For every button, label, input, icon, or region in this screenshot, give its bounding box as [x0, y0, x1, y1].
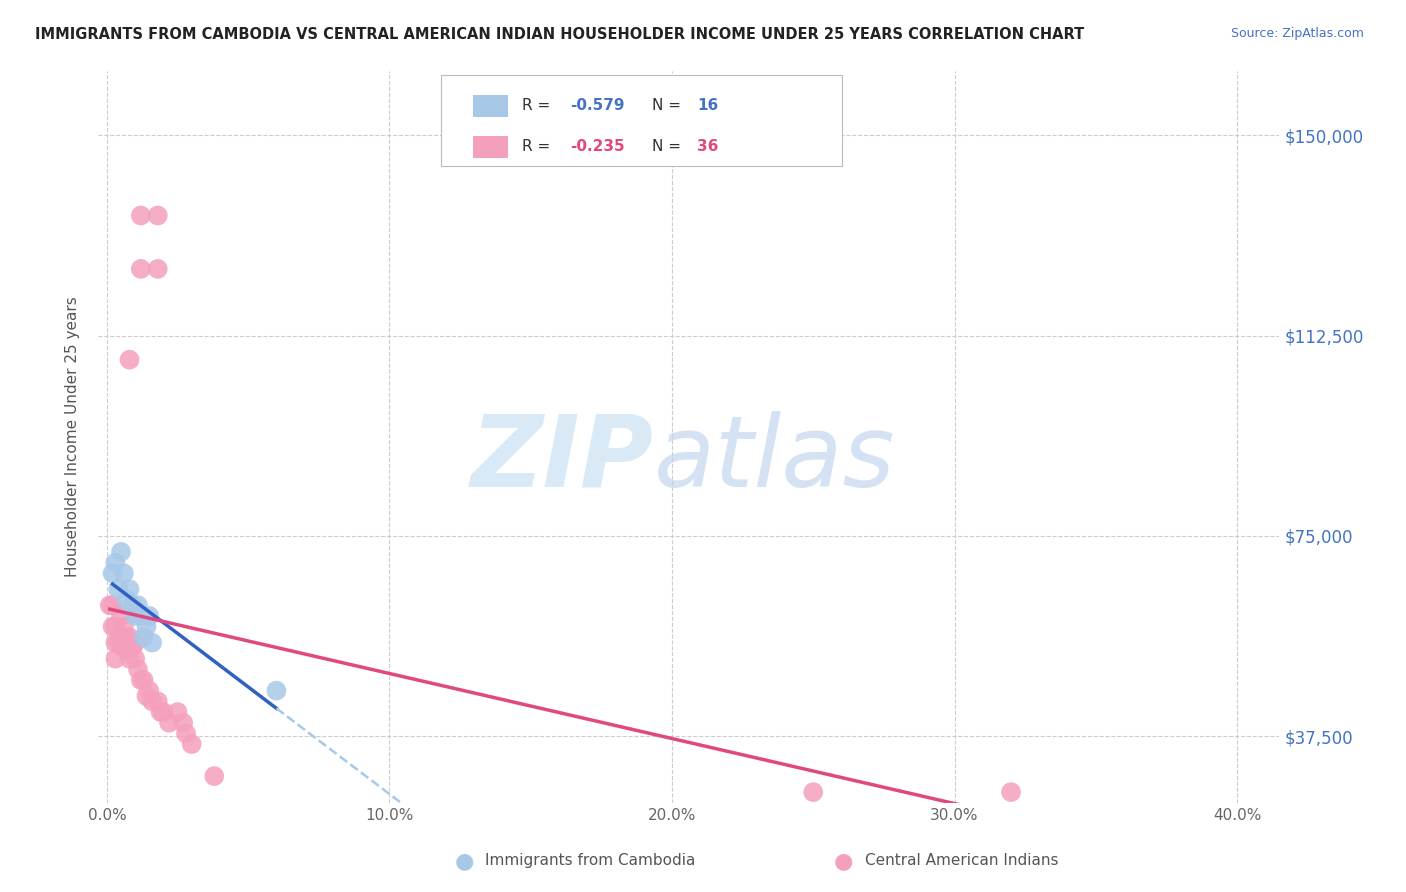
Text: 16: 16	[697, 98, 718, 113]
Point	[138, 683, 160, 698]
Point	[118, 582, 141, 597]
Text: ●: ●	[454, 851, 474, 871]
Point	[127, 599, 149, 613]
Point	[127, 662, 149, 676]
Text: R =: R =	[523, 139, 555, 154]
Point	[174, 726, 197, 740]
Point	[266, 683, 288, 698]
Point	[118, 651, 141, 665]
Point	[104, 651, 127, 665]
Point	[110, 609, 132, 624]
Point	[118, 630, 141, 644]
Point	[107, 582, 129, 597]
Point	[115, 593, 138, 607]
Point	[124, 609, 146, 624]
Point	[801, 785, 824, 799]
Text: atlas: atlas	[654, 410, 896, 508]
Point	[124, 651, 146, 665]
Point	[110, 630, 132, 644]
Point	[129, 609, 152, 624]
FancyBboxPatch shape	[472, 95, 508, 117]
Text: N =: N =	[652, 98, 686, 113]
Point	[1000, 785, 1022, 799]
Point	[112, 640, 135, 655]
Text: Central American Indians: Central American Indians	[865, 854, 1059, 868]
Point	[138, 609, 160, 624]
Y-axis label: Householder Income Under 25 years: Householder Income Under 25 years	[65, 297, 80, 577]
Point	[132, 630, 155, 644]
Point	[101, 566, 124, 581]
Point	[110, 545, 132, 559]
Point	[104, 635, 127, 649]
Point	[115, 630, 138, 644]
Point	[166, 705, 188, 719]
Point	[141, 635, 163, 649]
Point	[135, 689, 157, 703]
Point	[146, 694, 169, 708]
Point	[157, 715, 180, 730]
Point	[146, 209, 169, 223]
Point	[118, 352, 141, 367]
Point	[101, 619, 124, 633]
Text: R =: R =	[523, 98, 555, 113]
Text: -0.235: -0.235	[569, 139, 624, 154]
Point	[129, 673, 152, 687]
Text: ●: ●	[834, 851, 853, 871]
Text: Source: ZipAtlas.com: Source: ZipAtlas.com	[1230, 27, 1364, 40]
Point	[121, 640, 143, 655]
Text: IMMIGRANTS FROM CAMBODIA VS CENTRAL AMERICAN INDIAN HOUSEHOLDER INCOME UNDER 25 : IMMIGRANTS FROM CAMBODIA VS CENTRAL AMER…	[35, 27, 1084, 42]
Point	[104, 556, 127, 570]
Point	[129, 261, 152, 276]
Point	[101, 599, 124, 613]
Point	[141, 694, 163, 708]
Point	[152, 705, 174, 719]
Point	[112, 619, 135, 633]
Point	[202, 769, 225, 783]
Point	[121, 599, 143, 613]
Text: 36: 36	[697, 139, 718, 154]
Point	[132, 673, 155, 687]
Point	[104, 619, 127, 633]
Point	[129, 209, 152, 223]
Point	[98, 599, 121, 613]
Text: -0.579: -0.579	[569, 98, 624, 113]
Point	[146, 261, 169, 276]
Text: N =: N =	[652, 139, 686, 154]
Point	[172, 715, 194, 730]
Text: ZIP: ZIP	[471, 410, 654, 508]
FancyBboxPatch shape	[441, 75, 842, 167]
Point	[149, 705, 172, 719]
Point	[180, 737, 202, 751]
Point	[135, 619, 157, 633]
Point	[1142, 828, 1164, 842]
Text: Immigrants from Cambodia: Immigrants from Cambodia	[485, 854, 696, 868]
Point	[112, 566, 135, 581]
Point	[115, 640, 138, 655]
Point	[107, 635, 129, 649]
Point	[124, 635, 146, 649]
FancyBboxPatch shape	[472, 136, 508, 158]
